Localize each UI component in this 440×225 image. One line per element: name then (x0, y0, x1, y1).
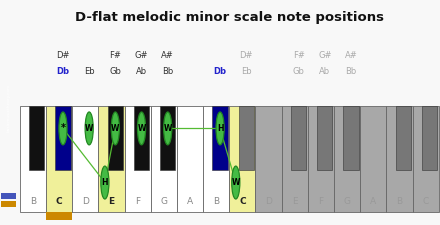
Bar (98, 106, 125, 212)
Text: D#: D# (239, 52, 253, 61)
Bar (55, 106, 70, 170)
Text: F#: F# (293, 52, 304, 61)
Bar (125, 106, 150, 212)
Text: F: F (135, 197, 140, 206)
Text: W: W (164, 124, 172, 133)
Bar (108, 106, 123, 170)
Circle shape (85, 112, 93, 145)
Text: Bb: Bb (345, 68, 356, 76)
Circle shape (59, 112, 67, 145)
Text: W: W (111, 124, 120, 133)
Text: Eb: Eb (84, 68, 95, 76)
Bar (177, 106, 203, 212)
Text: C: C (56, 197, 62, 206)
Text: D#: D# (56, 52, 70, 61)
Text: Ab: Ab (136, 68, 147, 76)
Text: G#: G# (135, 52, 148, 61)
Text: C: C (422, 197, 429, 206)
Circle shape (216, 112, 224, 145)
Bar (282, 106, 308, 212)
Bar (317, 106, 332, 170)
Bar (386, 106, 413, 212)
Bar (46, 212, 72, 220)
Text: H: H (102, 178, 108, 187)
Text: D-flat melodic minor scale note positions: D-flat melodic minor scale note position… (75, 11, 384, 24)
Circle shape (137, 112, 146, 145)
Text: F: F (318, 197, 323, 206)
Bar (422, 106, 437, 170)
Text: A: A (187, 197, 193, 206)
Bar (72, 106, 98, 212)
Circle shape (164, 112, 172, 145)
Text: W: W (137, 124, 146, 133)
Bar (1, 193, 16, 199)
Bar (413, 106, 439, 212)
Bar (334, 106, 360, 212)
Text: Eb: Eb (241, 68, 252, 76)
Bar (160, 106, 175, 170)
Text: A#: A# (161, 52, 174, 61)
Bar (308, 106, 334, 212)
Circle shape (101, 166, 109, 199)
Bar (203, 106, 229, 212)
Bar (213, 106, 227, 170)
Text: F#: F# (110, 52, 121, 61)
Circle shape (111, 112, 119, 145)
Bar (291, 106, 306, 170)
Text: W: W (85, 124, 93, 133)
Text: E: E (108, 197, 114, 206)
Text: B: B (396, 197, 403, 206)
Text: Db: Db (56, 68, 70, 76)
Bar (1, 201, 16, 207)
Text: G: G (344, 197, 351, 206)
Bar (20, 106, 46, 212)
Text: D: D (265, 197, 272, 206)
Bar (360, 106, 386, 212)
Text: B: B (30, 197, 36, 206)
Text: D: D (82, 197, 89, 206)
Circle shape (232, 166, 240, 199)
Text: C: C (239, 197, 246, 206)
Text: A#: A# (345, 52, 357, 61)
Text: Bb: Bb (162, 68, 173, 76)
Text: A: A (370, 197, 376, 206)
Bar (134, 106, 149, 170)
Text: Ab: Ab (319, 68, 330, 76)
Text: Db: Db (213, 68, 227, 76)
Text: G: G (160, 197, 167, 206)
Bar (238, 106, 254, 170)
Text: G#: G# (318, 52, 332, 61)
Text: W: W (231, 178, 240, 187)
Text: B: B (213, 197, 219, 206)
Text: basicmusictheory.com: basicmusictheory.com (6, 84, 11, 132)
Bar (256, 106, 282, 212)
Text: Gb: Gb (110, 68, 121, 76)
Bar (343, 106, 359, 170)
Bar (396, 106, 411, 170)
Bar (150, 106, 177, 212)
Text: *: * (60, 124, 66, 133)
Text: H: H (217, 124, 224, 133)
Text: E: E (292, 197, 297, 206)
Bar (229, 106, 256, 212)
Text: Gb: Gb (293, 68, 304, 76)
Bar (46, 106, 72, 212)
Bar (29, 106, 44, 170)
